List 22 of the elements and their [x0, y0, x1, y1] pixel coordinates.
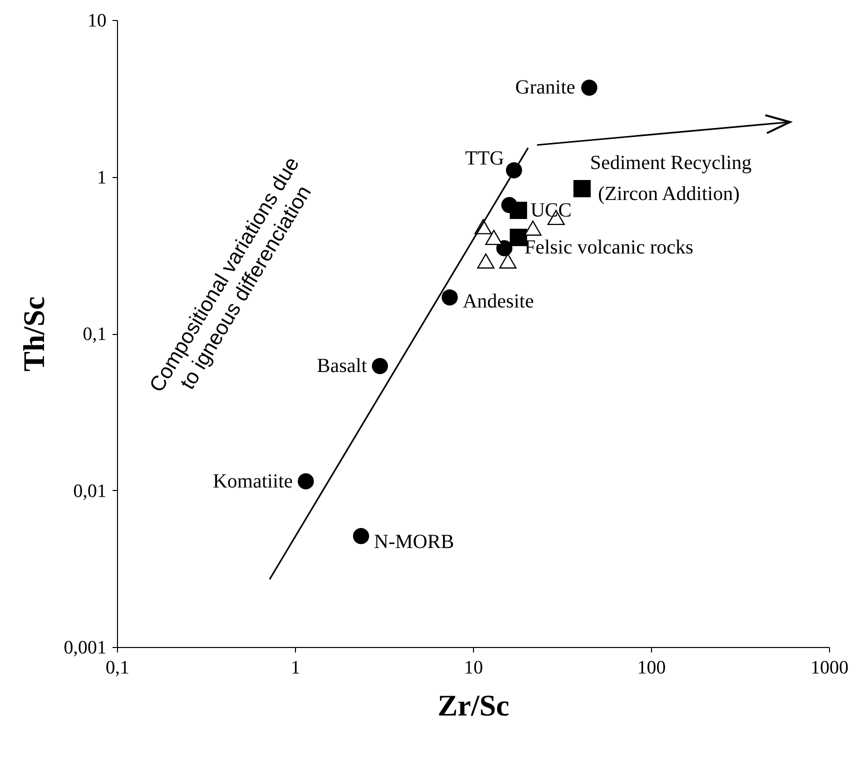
y-axis-title: Th/Sc — [18, 296, 51, 372]
annotation: TTG — [465, 147, 504, 170]
annotation: N-MORB — [374, 531, 454, 554]
x-tick-label: 100 — [637, 658, 666, 678]
y-tick-label: 0,1 — [82, 324, 106, 345]
x-tick-label: 10 — [464, 658, 483, 678]
annotation: Sediment Recycling — [590, 152, 752, 174]
annotation: UCC — [530, 199, 572, 222]
annotation: Granite — [515, 76, 576, 99]
x-tick-label: 0,1 — [106, 658, 130, 678]
annotation: (Zircon Addition) — [598, 183, 740, 205]
y-tick-label: 0,001 — [64, 638, 106, 658]
annotation: Basalt — [316, 355, 368, 378]
x-tick-label: 1000 — [810, 658, 848, 678]
annotation: Andesite — [462, 290, 534, 312]
annotation: Komatiite — [212, 470, 293, 492]
annotation: Felsic volcanic rocks — [524, 236, 694, 258]
x-tick-label: 1 — [290, 658, 300, 678]
x-axis-title: Zr/Sc — [438, 690, 510, 722]
y-tick-label: 10 — [88, 10, 106, 32]
y-tick-label: 1 — [97, 167, 106, 188]
y-tick-label: 0,01 — [73, 480, 106, 502]
